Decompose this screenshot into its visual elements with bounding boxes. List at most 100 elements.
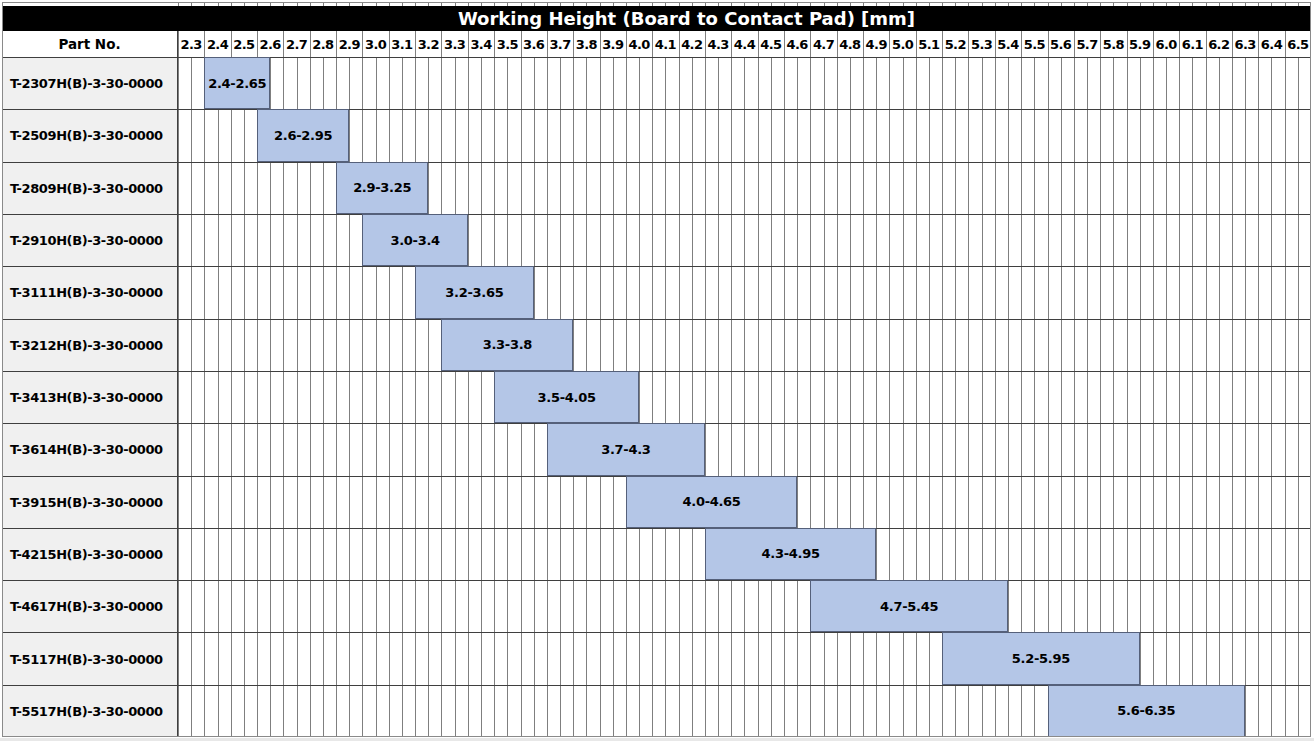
- x-axis-tick-scale: 2.32.42.52.62.72.82.93.03.13.23.33.43.53…: [178, 31, 1311, 57]
- x-axis-tick-label: 4.6: [784, 31, 810, 57]
- range-bar-label: 5.6-6.35: [1117, 703, 1175, 718]
- x-axis-tick-label: 4.2: [679, 31, 705, 57]
- x-axis-tick-label: 3.2: [415, 31, 441, 57]
- range-bar-label: 3.5-4.05: [538, 390, 596, 405]
- table-row: T-3111H(B)-3-30-0000 3.2-3.65: [2, 267, 1311, 319]
- chart-title-bar: Working Height (Board to Contact Pad) [m…: [2, 6, 1311, 31]
- table-row: T-3614H(B)-3-30-0000 3.7-4.3: [2, 424, 1311, 476]
- x-axis-tick-label: 2.5: [231, 31, 257, 57]
- part-number-cell: T-2509H(B)-3-30-0000: [2, 110, 178, 161]
- x-axis-tick-label: 4.5: [758, 31, 784, 57]
- x-axis-tick-label: 6.0: [1153, 31, 1179, 57]
- grid-cell: 4.0-4.65: [178, 477, 1311, 528]
- x-axis-tick-label: 5.3: [968, 31, 994, 57]
- grid-cell: 3.3-3.8: [178, 320, 1311, 371]
- grid-cell: 3.5-4.05: [178, 372, 1311, 423]
- part-number-cell: T-5517H(B)-3-30-0000: [2, 686, 178, 737]
- x-axis-tick-label: 4.0: [626, 31, 652, 57]
- grid-cell: 3.0-3.4: [178, 215, 1311, 266]
- x-axis-tick-label: 5.7: [1074, 31, 1100, 57]
- part-number-cell: T-3614H(B)-3-30-0000: [2, 424, 178, 475]
- part-number-cell: T-2809H(B)-3-30-0000: [2, 163, 178, 214]
- x-axis-tick-label: 6.5: [1285, 31, 1311, 57]
- table-row: T-5517H(B)-3-30-0000 5.6-6.35: [2, 686, 1311, 737]
- grid-cell: 2.6-2.95: [178, 110, 1311, 161]
- x-axis-tick-label: 6.3: [1232, 31, 1258, 57]
- x-axis-tick-label: 5.0: [889, 31, 915, 57]
- x-axis-tick-label: 4.7: [810, 31, 836, 57]
- range-bar: 3.2-3.65: [415, 266, 534, 318]
- range-bar-label: 3.0-3.4: [390, 233, 439, 248]
- range-bar: 4.7-5.45: [810, 580, 1008, 632]
- part-number-cell: T-3111H(B)-3-30-0000: [2, 267, 178, 318]
- x-axis-tick-label: 3.3: [441, 31, 467, 57]
- x-axis-tick-label: 3.4: [468, 31, 494, 57]
- part-number-cell: T-3212H(B)-3-30-0000: [2, 320, 178, 371]
- range-bar-label: 2.4-2.65: [208, 76, 266, 91]
- range-bar-label: 3.7-4.3: [601, 442, 650, 457]
- x-axis-tick-label: 3.6: [521, 31, 547, 57]
- x-axis-tick-label: 2.3: [178, 31, 204, 57]
- x-axis-tick-label: 2.9: [336, 31, 362, 57]
- range-bar: 5.2-5.95: [942, 632, 1140, 684]
- range-bar-label: 3.3-3.8: [483, 337, 532, 352]
- grid-cell: 3.7-4.3: [178, 424, 1311, 475]
- range-bar-label: 5.2-5.95: [1012, 651, 1070, 666]
- x-axis-tick-label: 6.2: [1206, 31, 1232, 57]
- table-row: T-3212H(B)-3-30-0000 3.3-3.8: [2, 320, 1311, 372]
- part-number-cell: T-5117H(B)-3-30-0000: [2, 633, 178, 684]
- range-bar: 3.5-4.05: [494, 371, 639, 423]
- range-bar: 3.7-4.3: [547, 423, 705, 475]
- range-bar: 3.3-3.8: [441, 319, 573, 371]
- grid-cell: 2.4-2.65: [178, 58, 1311, 109]
- x-axis-tick-label: 3.7: [547, 31, 573, 57]
- range-bar-label: 2.9-3.25: [353, 180, 411, 195]
- grid-cell: 4.3-4.95: [178, 529, 1311, 580]
- x-axis-tick-label: 6.4: [1258, 31, 1284, 57]
- x-axis-tick-label: 4.9: [863, 31, 889, 57]
- x-axis-tick-label: 2.8: [310, 31, 336, 57]
- table-row: T-3413H(B)-3-30-0000 3.5-4.05: [2, 372, 1311, 424]
- range-bar-label: 4.7-5.45: [880, 599, 938, 614]
- x-axis-tick-label: 5.6: [1048, 31, 1074, 57]
- part-number-cell: T-3413H(B)-3-30-0000: [2, 372, 178, 423]
- part-number-cell: T-3915H(B)-3-30-0000: [2, 477, 178, 528]
- grid-cell: 5.6-6.35: [178, 686, 1311, 737]
- x-axis-tick-label: 3.9: [600, 31, 626, 57]
- x-axis-tick-label: 2.4: [204, 31, 230, 57]
- table-row: T-3915H(B)-3-30-00004.0-4.65: [2, 477, 1311, 529]
- x-axis-tick-label: 4.1: [652, 31, 678, 57]
- x-axis-tick-label: 4.8: [837, 31, 863, 57]
- x-axis-tick-label: 4.3: [705, 31, 731, 57]
- column-header-row: Part No. 2.32.42.52.62.72.82.93.03.13.23…: [2, 31, 1311, 58]
- table-row: T-2509H(B)-3-30-0000 2.6-2.95: [2, 110, 1311, 162]
- part-number-cell: T-4617H(B)-3-30-0000: [2, 581, 178, 632]
- part-no-column-header: Part No.: [2, 31, 178, 57]
- table-row: T-4617H(B)-3-30-0000 4.7-5.45: [2, 581, 1311, 633]
- grid-cell: 3.2-3.65: [178, 267, 1311, 318]
- range-bar: 2.9-3.25: [336, 162, 428, 214]
- range-bar: 2.4-2.65: [204, 57, 270, 109]
- grid-cell: 2.9-3.25: [178, 163, 1311, 214]
- x-axis-tick-label: 5.5: [1021, 31, 1047, 57]
- x-axis-tick-label: 6.1: [1179, 31, 1205, 57]
- table-row: T-5117H(B)-3-30-0000 5.2-5.95: [2, 633, 1311, 685]
- part-number-cell: T-2307H(B)-3-30-0000: [2, 58, 178, 109]
- x-axis-tick-label: 4.4: [731, 31, 757, 57]
- part-number-cell: T-2910H(B)-3-30-0000: [2, 215, 178, 266]
- grid-cell: 5.2-5.95: [178, 633, 1311, 684]
- working-height-range-chart: Working Height (Board to Contact Pad) [m…: [0, 0, 1314, 741]
- x-axis-tick-label: 5.1: [916, 31, 942, 57]
- table-row: T-2910H(B)-3-30-0000 3.0-3.4: [2, 215, 1311, 267]
- x-axis-tick-label: 5.8: [1100, 31, 1126, 57]
- x-axis-tick-label: 5.9: [1127, 31, 1153, 57]
- range-bar: 5.6-6.35: [1048, 685, 1246, 737]
- chart-rows: T-2307H(B)-3-30-0000 2.4-2.65 T-2509H(B)-3…: [2, 58, 1311, 737]
- range-bar-label: 2.6-2.95: [274, 128, 332, 143]
- x-axis-tick-label: 3.1: [389, 31, 415, 57]
- grid-cell: 4.7-5.45: [178, 581, 1311, 632]
- table-frame: Working Height (Board to Contact Pad) [m…: [2, 2, 1311, 737]
- range-bar: 4.3-4.95: [705, 528, 876, 580]
- x-axis-tick-label: 3.8: [573, 31, 599, 57]
- table-row: T-2307H(B)-3-30-0000 2.4-2.65: [2, 58, 1311, 110]
